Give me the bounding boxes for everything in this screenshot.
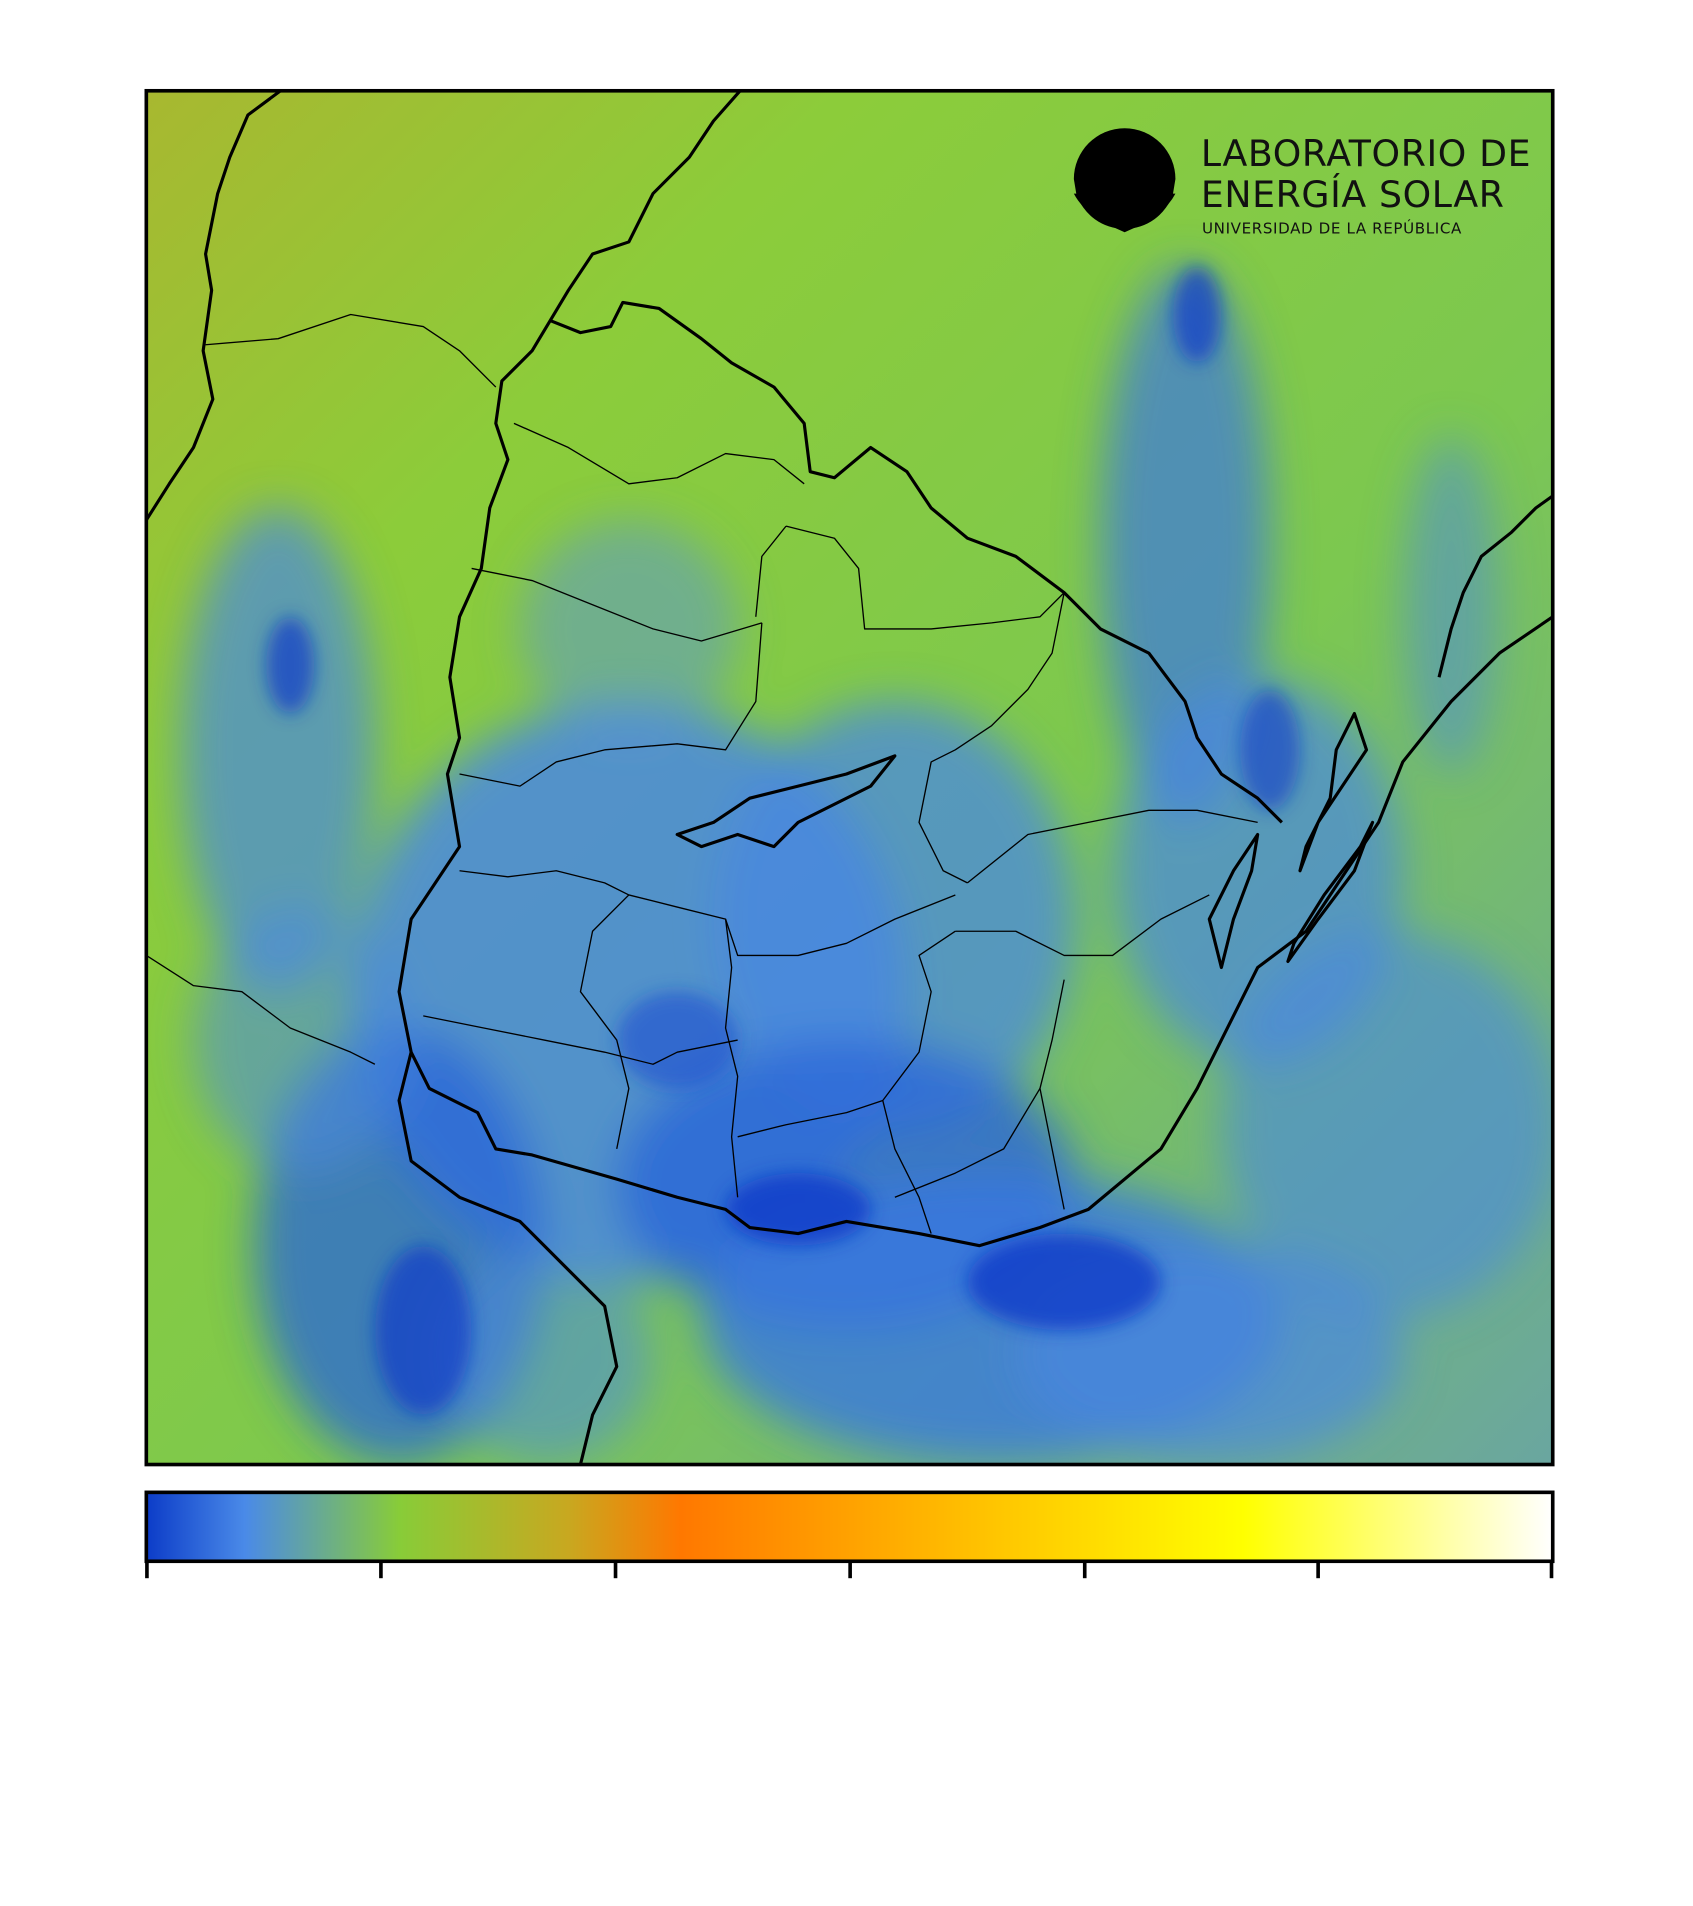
map (146, 90, 1553, 1465)
logo-line2: ENERGÍA SOLAR (1201, 173, 1505, 216)
lagoon-3 (1207, 832, 1260, 970)
logo-subtitle: UNIVERSIDAD DE LA REPÚBLICA (1202, 218, 1462, 237)
map-frame (144, 88, 1555, 1467)
colorbar-gradient (144, 1490, 1555, 1564)
lagoon-2 (1286, 820, 1375, 964)
logo-reflection (1100, 221, 1149, 233)
coastline-south (397, 1051, 619, 1465)
colorbar-ticks (145, 1561, 1554, 1579)
country-border (397, 90, 1553, 1248)
admin-lines (146, 313, 1258, 1234)
colorbar (144, 1490, 1555, 1579)
reservoir (675, 754, 897, 849)
logo-sun-base (1073, 193, 1176, 216)
lagoon (1298, 711, 1369, 873)
coast-east (1437, 494, 1553, 678)
logo-line1: LABORATORIO DE (1201, 132, 1531, 175)
cloud-field (181, 266, 1553, 1464)
deep-cloud (266, 266, 1300, 1415)
river-border (146, 90, 282, 521)
logo: LABORATORIO DE ENERGÍA SOLAR UNIVERSIDAD… (1073, 128, 1531, 237)
uy-brazil-border (549, 300, 1283, 824)
